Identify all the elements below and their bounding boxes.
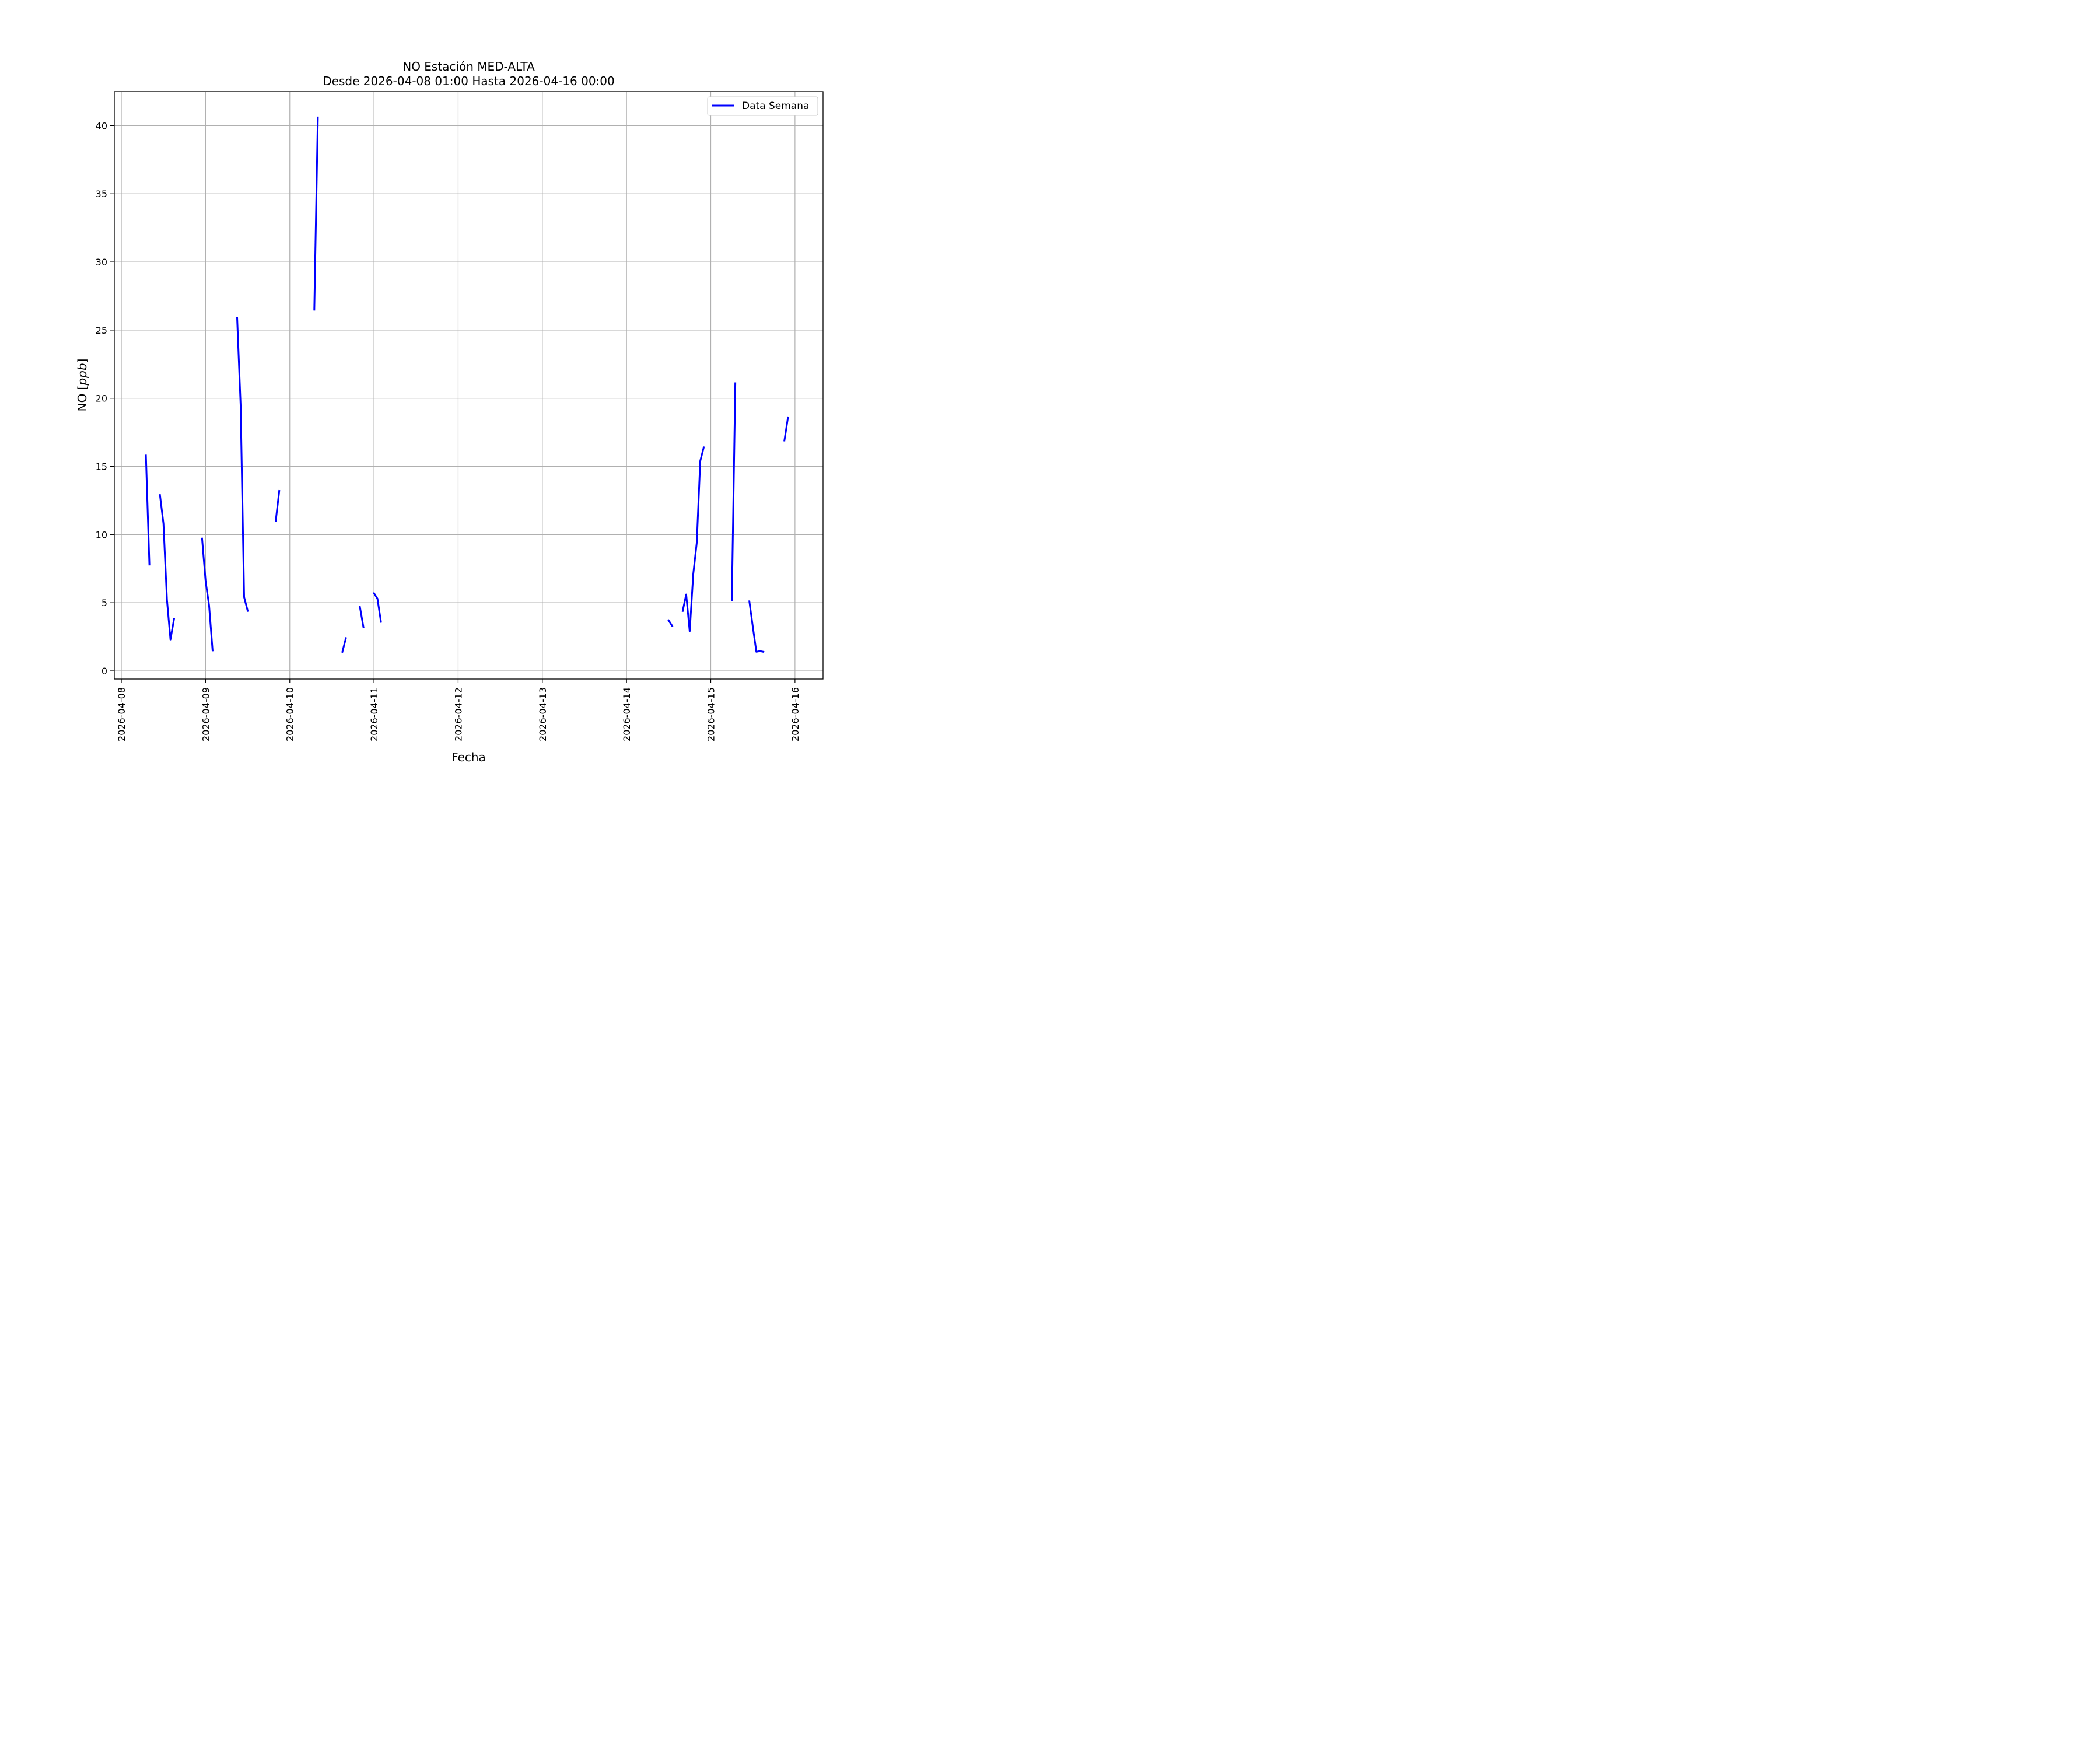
x-tick-label: 2026-04-10 xyxy=(285,687,296,741)
data-line-segment xyxy=(275,489,281,522)
chart-title-line-1: NO Estación MED-ALTA xyxy=(402,60,535,74)
x-tick-label: 2026-04-15 xyxy=(706,687,717,741)
figure-background xyxy=(0,0,904,765)
data-line-segment xyxy=(159,494,176,640)
y-axis-label-suffix: ] xyxy=(75,359,89,363)
data-line-segment xyxy=(681,446,705,632)
data-line-segment xyxy=(359,606,365,628)
x-tick-label: 2026-04-13 xyxy=(537,687,548,741)
x-tick-label: 2026-04-16 xyxy=(790,687,801,741)
y-axis-label-unit: ppb xyxy=(75,363,89,386)
chart-title-line-2: Desde 2026-04-08 01:00 Hasta 2026-04-16 … xyxy=(323,74,614,88)
x-tick-label: 2026-04-09 xyxy=(200,687,211,741)
y-tick-label: 40 xyxy=(96,120,107,131)
x-tick-label: 2026-04-11 xyxy=(369,687,380,741)
data-line-segment xyxy=(373,592,382,623)
y-axis-label-prefix: NO [ xyxy=(75,386,89,412)
data-line-segment xyxy=(313,116,319,311)
chart: 2026-04-08 2026-04-09 2026-04-10 2026-04-11… xyxy=(0,0,904,765)
data-line-segment xyxy=(783,416,789,442)
data-line-segment xyxy=(145,454,150,566)
y-tick-label: 0 xyxy=(102,666,107,677)
y-tick-label: 5 xyxy=(102,597,107,608)
data-line-segment xyxy=(201,537,214,652)
y-tick-label: 10 xyxy=(96,529,107,540)
grid xyxy=(114,92,823,679)
plot-lines xyxy=(145,116,789,653)
x-tick-label: 2026-04-12 xyxy=(453,687,464,741)
data-line-segment xyxy=(236,317,249,612)
data-line-segment xyxy=(748,600,765,653)
y-tick-label: 30 xyxy=(96,257,107,268)
x-axis-label: Fecha xyxy=(452,750,486,764)
y-tick-label: 35 xyxy=(96,188,107,200)
data-line-segment xyxy=(341,637,347,653)
legend-label: Data Semana xyxy=(742,100,809,112)
y-tick-label: 25 xyxy=(96,325,107,336)
data-line-segment xyxy=(731,382,737,601)
y-axis-label: NO [ppb] xyxy=(75,359,89,412)
x-tick-label: 2026-04-08 xyxy=(116,687,127,741)
axis-ticks: 2026-04-08 2026-04-09 2026-04-10 2026-04-11… xyxy=(96,120,801,741)
legend: Data Semana xyxy=(707,96,818,116)
data-line-segment xyxy=(667,619,674,627)
y-tick-label: 15 xyxy=(96,461,107,473)
plot-frame xyxy=(114,91,824,680)
x-tick-label: 2026-04-14 xyxy=(621,687,632,741)
y-tick-label: 20 xyxy=(96,393,107,404)
legend-box xyxy=(707,96,818,116)
